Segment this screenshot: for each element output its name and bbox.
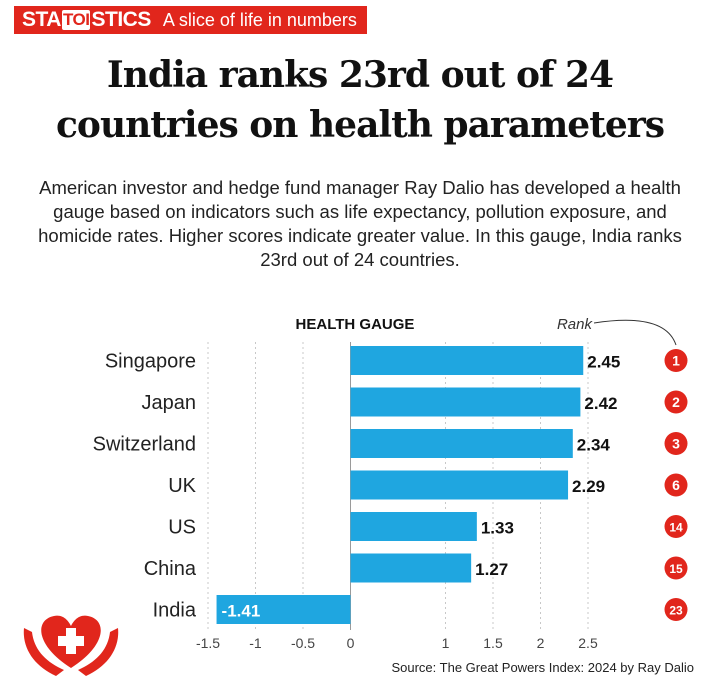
- category-label: Singapore: [105, 351, 196, 373]
- rank-badge-label: 23: [669, 604, 683, 618]
- rank-badge: [664, 390, 688, 414]
- headline: India ranks 23rd out of 24 countries on …: [0, 50, 720, 150]
- bar: [216, 595, 351, 624]
- category-label: Switzerland: [93, 434, 196, 456]
- rank-badge: [664, 473, 688, 497]
- rank-header: Rank: [557, 316, 594, 333]
- brand-logo-part: STICS: [91, 8, 151, 31]
- rank-badge-label: 15: [669, 562, 683, 576]
- category-label: UK: [168, 475, 196, 497]
- brand-tagline: A slice of life in numbers: [158, 6, 367, 34]
- bar: [350, 387, 581, 417]
- x-tick-label: 0: [347, 635, 355, 651]
- bar: [350, 429, 573, 458]
- bar: [350, 512, 477, 541]
- intro-paragraph: American investor and hedge fund manager…: [38, 177, 682, 270]
- category-label: China: [144, 558, 197, 580]
- bar: [350, 346, 584, 375]
- rank-badge-label: 6: [672, 477, 680, 493]
- x-tick-label: 2.5: [578, 635, 598, 651]
- category-label: Japan: [142, 392, 197, 414]
- x-tick-label: -1: [249, 635, 262, 651]
- value-label: 2.42: [584, 394, 617, 413]
- rank-badge: [664, 432, 688, 455]
- value-label: 2.29: [572, 477, 605, 496]
- x-tick-label: 1.5: [483, 635, 503, 651]
- brand-logo-toi: TOI: [61, 10, 91, 30]
- brand-logo: STA TOI STICS: [14, 6, 159, 34]
- rank-badge-label: 3: [672, 436, 680, 452]
- source-note: Source: The Great Powers Index: 2024 by …: [391, 660, 694, 675]
- brand-logo-part: STA: [22, 8, 61, 31]
- x-tick-label: 1: [442, 635, 450, 651]
- category-label: US: [168, 517, 196, 539]
- category-label: India: [153, 600, 197, 622]
- value-label: 2.45: [587, 353, 620, 372]
- value-label: 2.34: [577, 436, 611, 455]
- rank-badge: [664, 598, 688, 621]
- value-label: -1.41: [222, 602, 261, 621]
- chart-title: HEALTH GAUGE: [296, 316, 415, 333]
- value-label: 1.33: [481, 519, 514, 538]
- rank-badge-label: 14: [669, 521, 683, 535]
- headline-line-2: countries on health parameters: [56, 104, 665, 146]
- headline-line-1: India ranks 23rd out of 24: [106, 54, 614, 96]
- rank-badge-label: 2: [672, 394, 680, 410]
- bar: [350, 553, 472, 583]
- x-tick-label: 2: [537, 635, 545, 651]
- rank-badge: [664, 515, 688, 538]
- x-tick-label: -1.5: [196, 635, 220, 651]
- rank-pointer: [593, 319, 677, 346]
- rank-badge-label: 1: [672, 353, 680, 369]
- x-tick-label: -0.5: [291, 635, 315, 651]
- heart-hands-icon: [23, 615, 119, 676]
- brand-bar: STA TOI STICS A slice of life in numbers: [14, 6, 367, 34]
- rank-badge: [664, 349, 688, 372]
- rank-badge: [664, 556, 688, 580]
- bar: [350, 470, 569, 500]
- value-label: 1.27: [475, 560, 508, 579]
